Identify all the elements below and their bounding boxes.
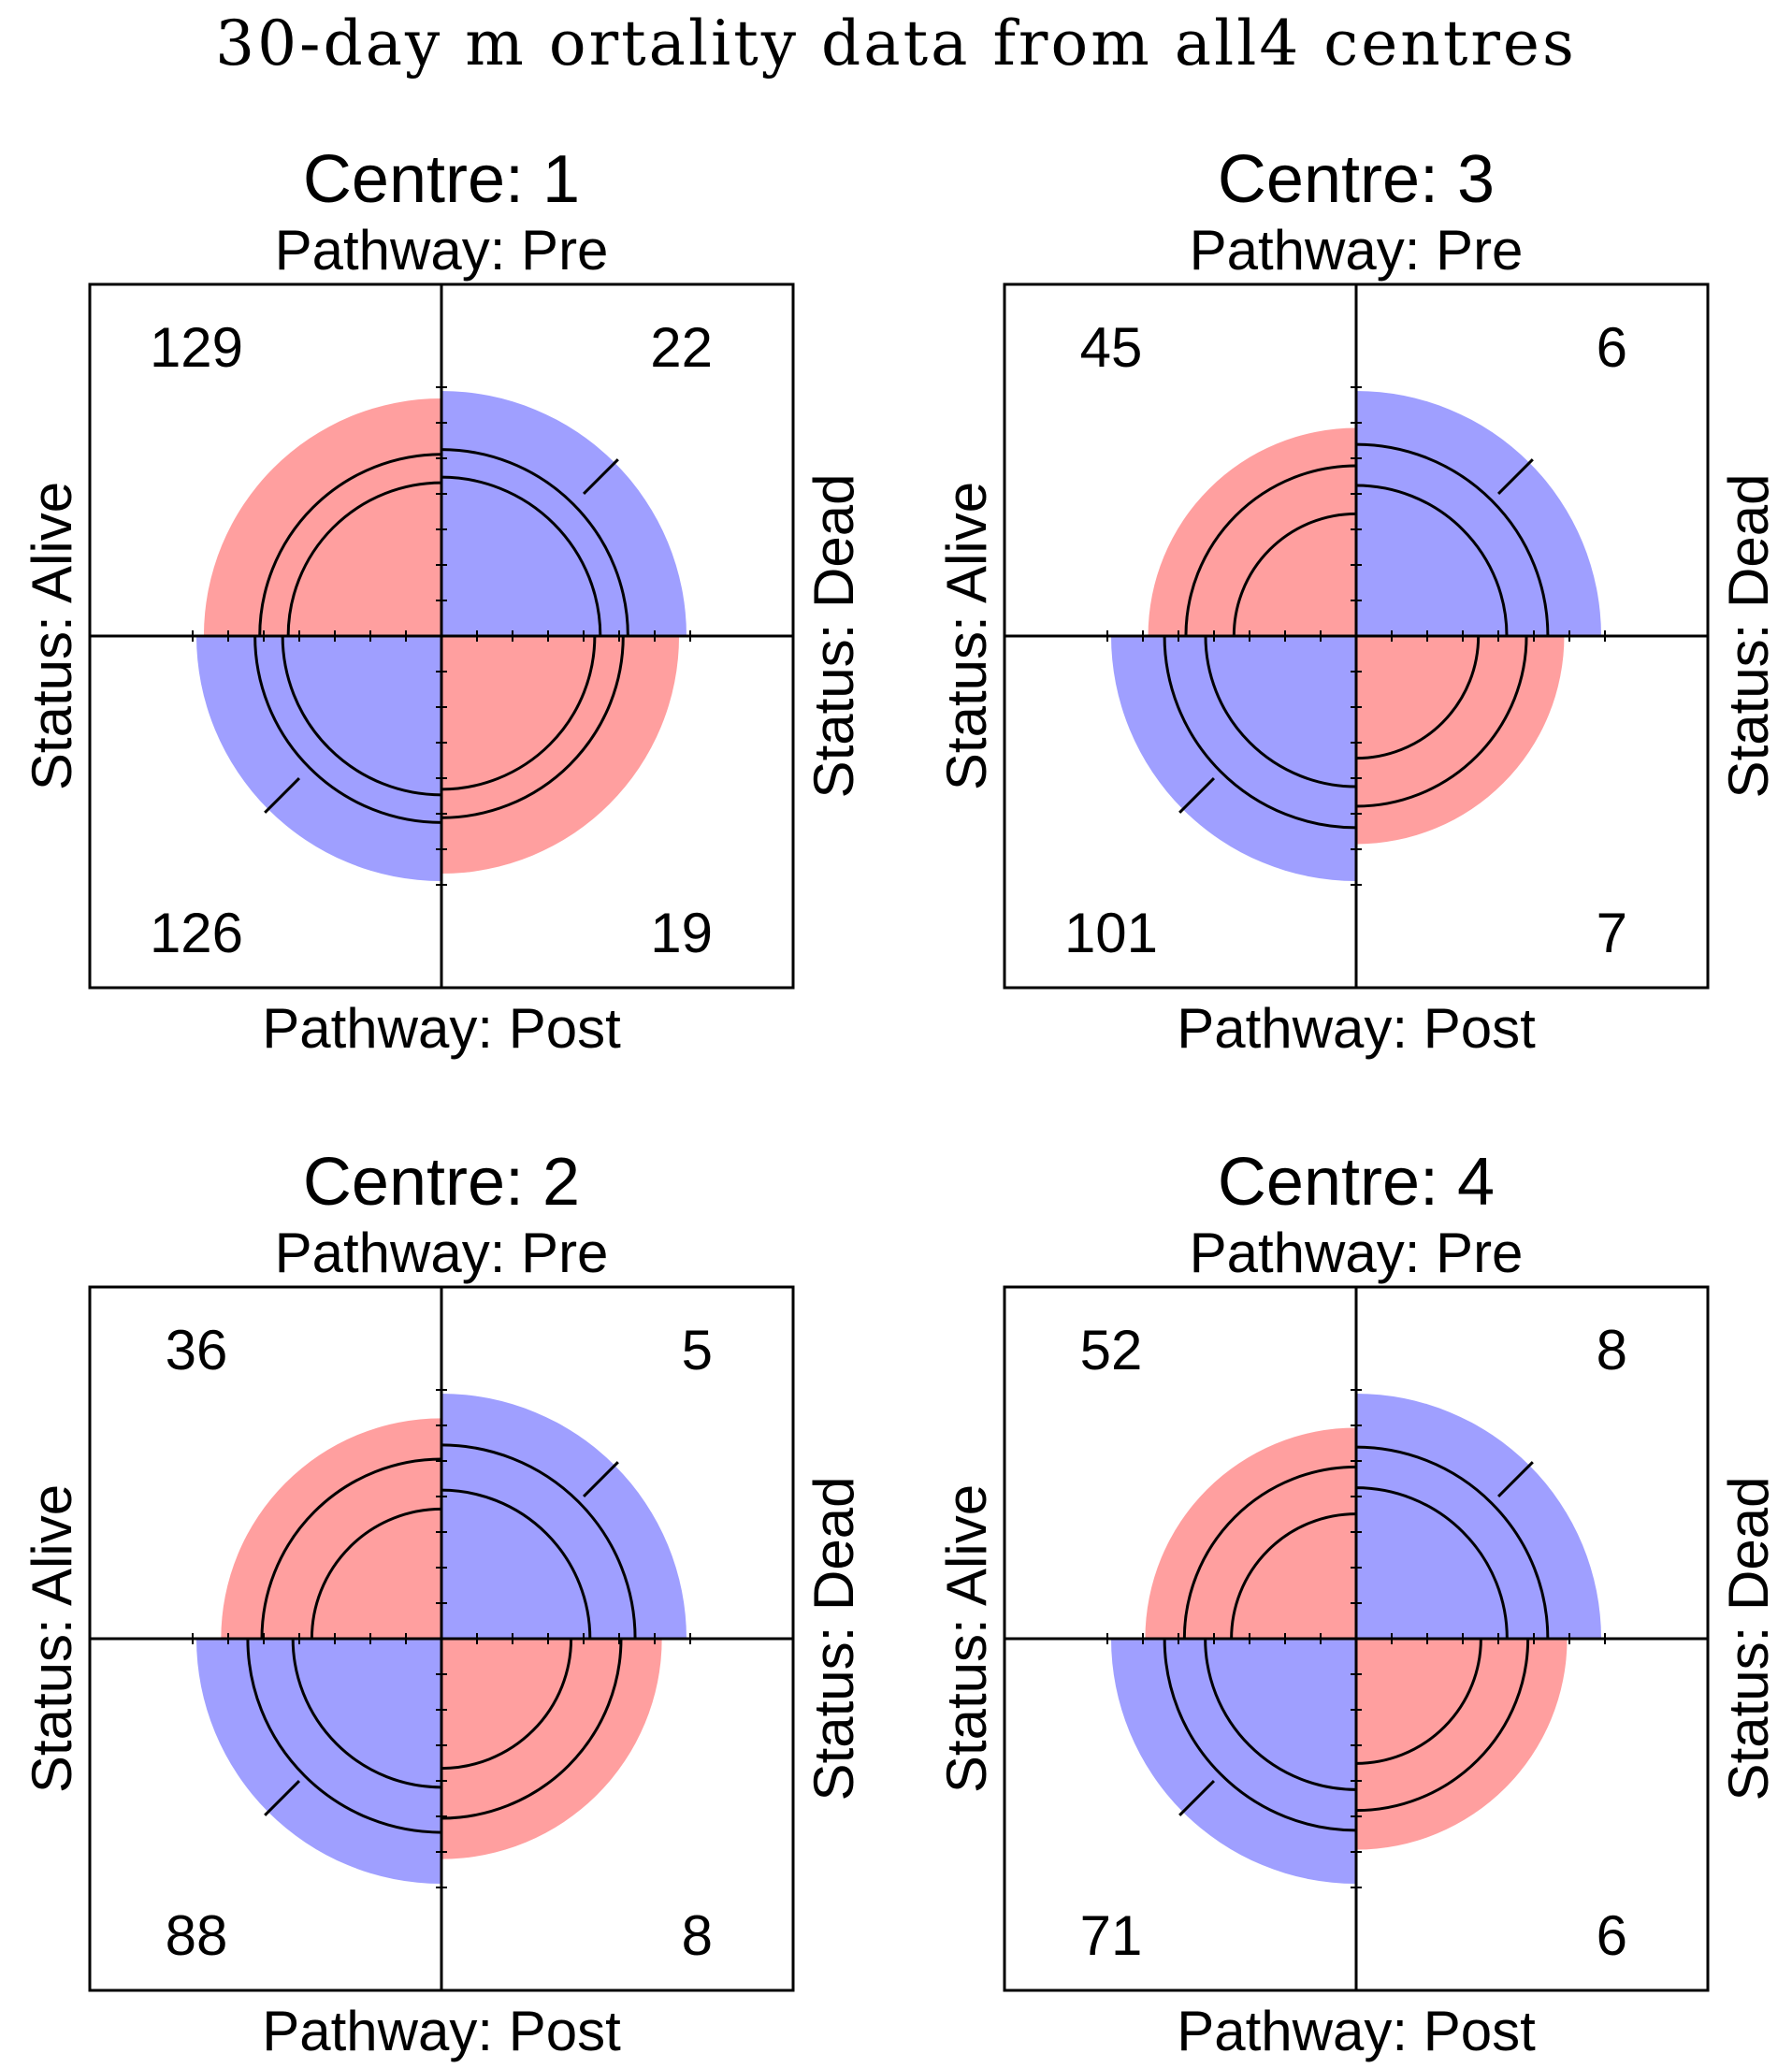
confidence-ring bbox=[1355, 635, 1528, 808]
label-status-dead: Status: Dead bbox=[1717, 1477, 1780, 1801]
confidence-ring bbox=[1355, 442, 1550, 637]
confidence-ring bbox=[1355, 635, 1481, 760]
quadrant-pre-dead bbox=[1356, 391, 1601, 636]
count-pre-dead: 22 bbox=[650, 316, 713, 379]
count-pre-dead: 8 bbox=[1597, 1319, 1627, 1381]
label-pathway-pre: Pathway: Pre bbox=[275, 1222, 609, 1284]
panel-title: Centre: 2 bbox=[303, 1145, 580, 1220]
confidence-ring bbox=[310, 1507, 442, 1640]
diagonal-marker bbox=[1178, 776, 1216, 814]
confidence-ring bbox=[1182, 1465, 1357, 1640]
diagonal-marker bbox=[582, 1461, 619, 1498]
confidence-ring bbox=[1355, 1445, 1550, 1640]
quadrant-pre-alive bbox=[221, 1418, 441, 1639]
label-pathway-pre: Pathway: Pre bbox=[1190, 1222, 1524, 1284]
confidence-ring bbox=[281, 635, 442, 797]
count-pre-dead: 5 bbox=[682, 1319, 713, 1381]
quadrant-pre-dead bbox=[441, 391, 686, 636]
count-pre-alive: 129 bbox=[150, 316, 243, 379]
confidence-ring bbox=[441, 1638, 623, 1820]
diagonal-marker bbox=[264, 1779, 301, 1816]
count-post-alive: 126 bbox=[150, 902, 243, 964]
confidence-ring bbox=[1204, 1638, 1357, 1791]
confidence-ring bbox=[441, 448, 629, 637]
quadrant-post-alive bbox=[1111, 636, 1356, 881]
confidence-ring bbox=[1355, 1638, 1482, 1765]
quadrant-pre-alive bbox=[203, 398, 441, 636]
diagonal-marker bbox=[1496, 1461, 1534, 1498]
label-status-alive: Status: Alive bbox=[935, 482, 998, 790]
label-status-alive: Status: Alive bbox=[935, 1484, 998, 1793]
label-pathway-pre: Pathway: Pre bbox=[1190, 219, 1524, 282]
confidence-ring bbox=[1163, 635, 1357, 830]
quadrant-post-alive bbox=[1111, 1639, 1356, 1884]
confidence-ring bbox=[253, 635, 442, 824]
panel-title: Centre: 3 bbox=[1218, 142, 1495, 217]
label-pathway-post: Pathway: Post bbox=[1177, 2000, 1536, 2062]
count-post-alive: 88 bbox=[166, 1904, 228, 1967]
label-status-dead: Status: Dead bbox=[802, 1477, 865, 1801]
count-pre-alive: 36 bbox=[166, 1319, 228, 1381]
confidence-ring bbox=[441, 1443, 637, 1640]
confidence-ring bbox=[441, 635, 597, 791]
label-status-dead: Status: Dead bbox=[802, 474, 865, 799]
confidence-ring bbox=[1184, 464, 1357, 637]
quadrant-post-dead bbox=[1356, 636, 1565, 845]
quadrant-post-alive bbox=[196, 1639, 441, 1884]
count-post-alive: 101 bbox=[1064, 902, 1158, 964]
confidence-ring bbox=[286, 481, 442, 637]
count-post-dead: 7 bbox=[1597, 902, 1627, 964]
label-pathway-post: Pathway: Post bbox=[262, 2000, 621, 2062]
confidence-ring bbox=[1355, 484, 1509, 637]
confidence-ring bbox=[1355, 1638, 1530, 1813]
count-post-alive: 71 bbox=[1080, 1904, 1143, 1967]
quadrant-post-dead bbox=[1356, 1639, 1568, 1850]
quadrant-pre-alive bbox=[1145, 1427, 1356, 1639]
diagonal-marker bbox=[1178, 1779, 1216, 1816]
count-pre-alive: 45 bbox=[1080, 316, 1143, 379]
diagonal-marker bbox=[264, 776, 301, 814]
label-pathway-post: Pathway: Post bbox=[1177, 997, 1536, 1060]
confidence-ring bbox=[441, 635, 625, 819]
count-pre-dead: 6 bbox=[1597, 316, 1627, 379]
chart-title: 30-day m ortality data from all4 centres bbox=[215, 7, 1577, 80]
quadrant-pre-dead bbox=[441, 1394, 686, 1639]
label-status-alive: Status: Alive bbox=[21, 1484, 83, 1793]
quadrant-post-dead bbox=[441, 636, 680, 875]
confidence-ring bbox=[1355, 1486, 1509, 1640]
confidence-ring bbox=[260, 1457, 442, 1640]
panel-title: Centre: 4 bbox=[1218, 1145, 1495, 1220]
confidence-ring bbox=[1232, 512, 1357, 637]
confidence-ring bbox=[1230, 1512, 1357, 1640]
quadrant-pre-dead bbox=[1356, 1394, 1601, 1639]
label-pathway-post: Pathway: Post bbox=[262, 997, 621, 1060]
label-status-alive: Status: Alive bbox=[21, 482, 83, 790]
panel-title: Centre: 1 bbox=[303, 142, 580, 217]
confidence-ring bbox=[291, 1638, 442, 1789]
confidence-ring bbox=[441, 475, 602, 637]
confidence-ring bbox=[1204, 635, 1357, 788]
confidence-ring bbox=[1163, 1638, 1357, 1832]
count-post-dead: 19 bbox=[650, 902, 713, 964]
quadrant-post-alive bbox=[196, 636, 441, 881]
confidence-ring bbox=[441, 1638, 573, 1771]
quadrant-pre-alive bbox=[1148, 427, 1356, 636]
count-post-dead: 6 bbox=[1597, 1904, 1627, 1967]
count-pre-alive: 52 bbox=[1080, 1319, 1143, 1381]
diagonal-marker bbox=[582, 458, 619, 496]
label-status-dead: Status: Dead bbox=[1717, 474, 1780, 799]
confidence-ring bbox=[258, 453, 442, 637]
confidence-ring bbox=[441, 1488, 592, 1640]
diagonal-marker bbox=[1496, 458, 1534, 496]
count-post-dead: 8 bbox=[682, 1904, 713, 1967]
label-pathway-pre: Pathway: Pre bbox=[275, 219, 609, 282]
confidence-ring bbox=[246, 1638, 442, 1834]
quadrant-post-dead bbox=[441, 1639, 662, 1859]
